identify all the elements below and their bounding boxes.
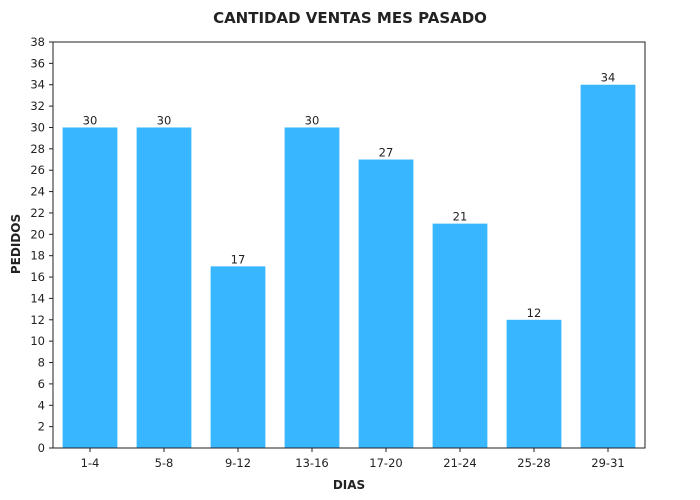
- bar: [284, 127, 340, 448]
- bar-value-label: 21: [453, 210, 468, 224]
- y-tick-label: 0: [38, 441, 45, 455]
- bar-value-label: 27: [379, 146, 394, 160]
- bar: [62, 127, 118, 448]
- y-tick-label: 22: [30, 206, 45, 220]
- y-tick-label: 26: [30, 163, 45, 177]
- y-tick-label: 30: [30, 120, 45, 134]
- x-tick-label: 5-8: [155, 456, 174, 470]
- y-tick-label: 24: [30, 185, 45, 199]
- x-tick-label: 25-28: [517, 456, 550, 470]
- x-axis-label: DIAS: [333, 478, 365, 492]
- x-tick-label: 17-20: [369, 456, 402, 470]
- x-tick-label: 29-31: [591, 456, 624, 470]
- chart-title: CANTIDAD VENTAS MES PASADO: [213, 9, 487, 27]
- y-tick-label: 28: [30, 142, 45, 156]
- y-tick-label: 8: [38, 356, 45, 370]
- bar-value-label: 17: [231, 252, 246, 266]
- x-tick-label: 9-12: [225, 456, 251, 470]
- y-axis-label: PEDIDOS: [9, 214, 23, 274]
- y-tick-label: 2: [38, 420, 45, 434]
- bar: [136, 127, 192, 448]
- bar: [358, 159, 414, 449]
- y-tick-label: 36: [30, 56, 45, 70]
- plot-area-frame: [52, 41, 646, 449]
- y-tick-label: 18: [30, 249, 45, 263]
- y-tick-label: 34: [30, 78, 45, 92]
- bar-series: 30 30 17 30 27 21 12 34: [62, 71, 636, 449]
- y-tick-label: 14: [30, 291, 45, 305]
- y-tick-label: 4: [38, 398, 45, 412]
- x-tick-label: 13-16: [295, 456, 328, 470]
- y-tick-label: 12: [30, 313, 45, 327]
- bar-value-label: 30: [83, 113, 98, 127]
- bar-value-label: 30: [157, 113, 172, 127]
- bar-value-label: 34: [601, 71, 616, 85]
- y-tick-label: 10: [30, 334, 45, 348]
- bar: [580, 84, 636, 448]
- bar-value-label: 30: [305, 113, 320, 127]
- bar: [210, 266, 266, 448]
- bar-value-label: 12: [527, 306, 542, 320]
- y-tick-label: 20: [30, 227, 45, 241]
- x-tick-label: 1-4: [81, 456, 100, 470]
- x-tick-label: 21-24: [443, 456, 476, 470]
- bar: [432, 223, 488, 448]
- y-tick-label: 16: [30, 270, 45, 284]
- x-axis: 1-4 5-8 9-12 13-16 17-20 21-24 25-28 29-31: [81, 448, 625, 470]
- y-tick-label: 32: [30, 99, 45, 113]
- bar: [506, 319, 562, 448]
- y-tick-label: 38: [30, 35, 45, 49]
- y-tick-label: 6: [38, 377, 45, 391]
